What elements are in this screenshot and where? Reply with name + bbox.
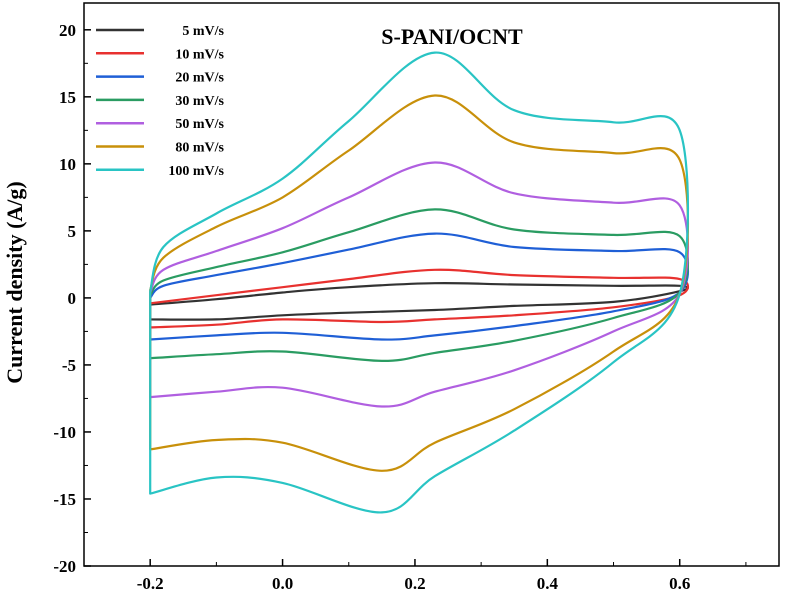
chart-title: S-PANI/OCNT bbox=[381, 24, 523, 49]
y-tick-label: -15 bbox=[53, 490, 76, 509]
cv-curve-50-mv-s bbox=[149, 161, 690, 408]
cv-curves bbox=[149, 51, 690, 514]
plot-frame bbox=[83, 2, 780, 567]
cv-curve-5-mv-s bbox=[149, 281, 690, 321]
legend-label: 100 mV/s bbox=[168, 164, 224, 179]
legend-label: 5 mV/s bbox=[182, 24, 224, 39]
legend: 5 mV/s 10 mV/s 20 mV/s 30 mV/s 50 mV/s 80 mV/… bbox=[96, 24, 225, 179]
y-tick-label: 5 bbox=[68, 222, 77, 241]
y-tick-label: -5 bbox=[62, 356, 76, 375]
legend-label: 50 mV/s bbox=[175, 117, 224, 132]
x-tick-label: 0.6 bbox=[669, 574, 690, 593]
y-tick-label: 20 bbox=[59, 21, 76, 40]
y-axis: -20 -15 -10 -5 0 5 10 15 20 bbox=[53, 21, 91, 576]
y-tick-label: -20 bbox=[53, 557, 76, 576]
cv-curve-30-mv-s bbox=[149, 208, 689, 363]
legend-label: 20 mV/s bbox=[175, 71, 224, 86]
cv-curve-20-mv-s bbox=[149, 232, 690, 341]
y-axis-title: Current density (A/g) bbox=[2, 181, 27, 383]
cv-curve-80-mv-s bbox=[149, 94, 690, 472]
y-tick-label: 15 bbox=[59, 88, 76, 107]
legend-label: 30 mV/s bbox=[175, 94, 224, 109]
y-tick-label: 10 bbox=[59, 155, 76, 174]
x-tick-label: 0.0 bbox=[272, 574, 293, 593]
cv-curve-10-mv-s bbox=[149, 268, 690, 329]
cv-curve-100-mv-s bbox=[149, 51, 690, 514]
legend-label: 80 mV/s bbox=[175, 141, 224, 156]
y-tick-label: -10 bbox=[53, 423, 76, 442]
x-tick-label: -0.2 bbox=[137, 574, 164, 593]
x-axis: -0.2 0.0 0.2 0.4 0.6 bbox=[83, 559, 747, 593]
x-tick-label: 0.4 bbox=[537, 574, 559, 593]
y-tick-label: 0 bbox=[68, 289, 77, 308]
legend-label: 10 mV/s bbox=[175, 47, 224, 62]
x-tick-label: 0.2 bbox=[404, 574, 425, 593]
